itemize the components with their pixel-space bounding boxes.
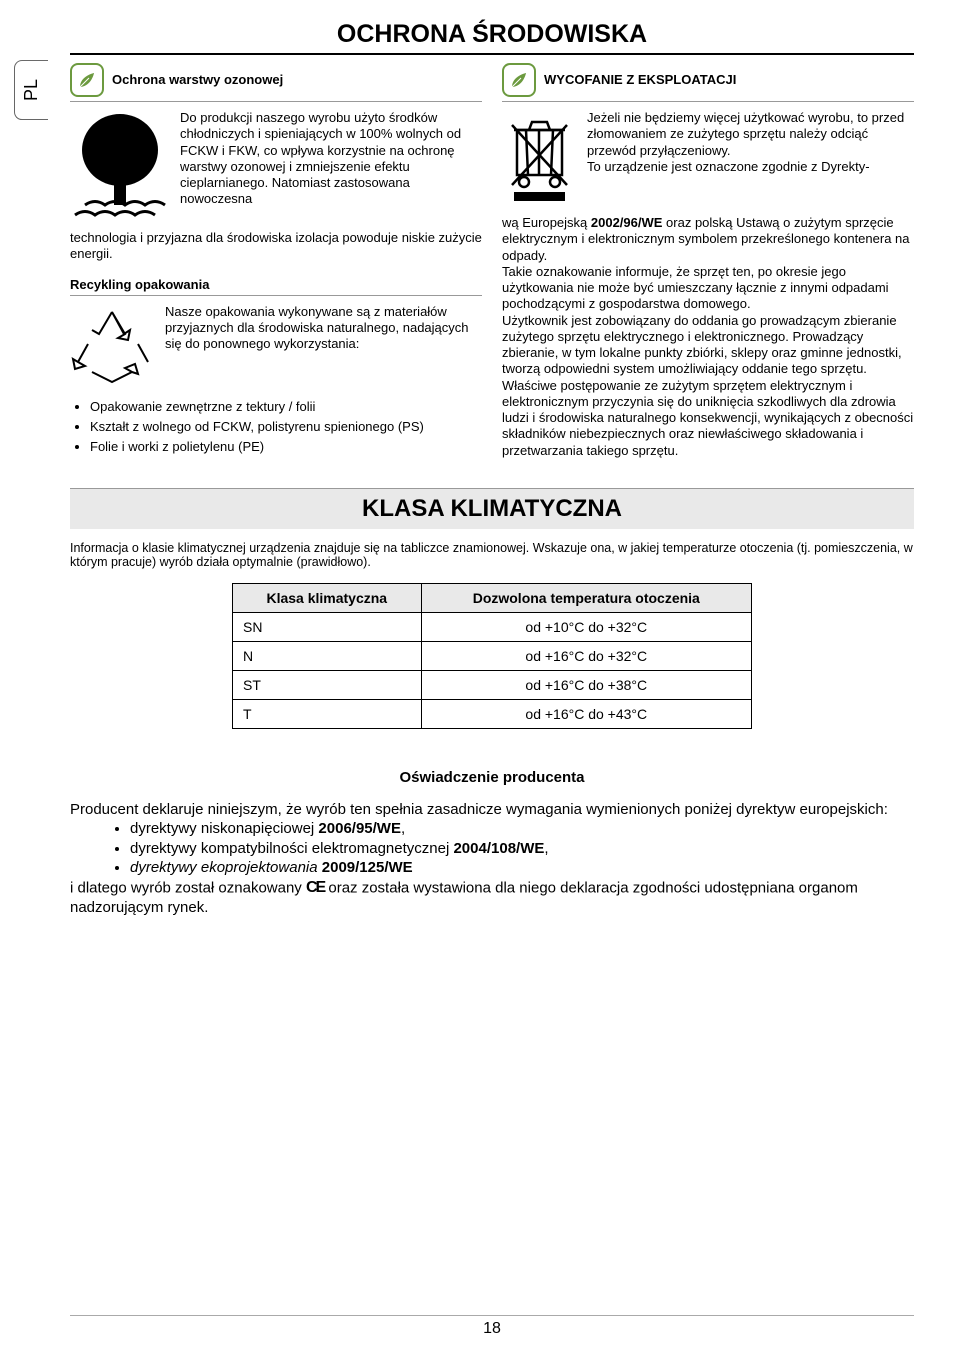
disposal-text-6: Właściwe postępowanie ze zużytym sprzęte… (502, 378, 914, 459)
section-header-ozone: Ochrona warstwy ozonowej (70, 63, 482, 97)
table-cell: T (233, 699, 422, 728)
ozone-content: Do produkcji naszego wyrobu użyto środkó… (70, 110, 482, 220)
table-cell: od +16°C do +43°C (421, 699, 751, 728)
table-cell: SN (233, 612, 422, 641)
bullet-item: dyrektywy ekoprojektowania 2009/125/WE (130, 858, 914, 878)
table-row: Tod +16°C do +43°C (233, 699, 752, 728)
bullet-item: dyrektywy niskonapięciowej 2006/95/WE, (130, 819, 914, 839)
table-cell: od +16°C do +38°C (421, 670, 751, 699)
divider (502, 101, 914, 102)
directive-number: 2002/96/WE (591, 215, 663, 230)
table-row: SNod +10°C do +32°C (233, 612, 752, 641)
section-header-disposal: WYCOFANIE Z EKSPLOATACJI (502, 63, 914, 97)
table-cell: od +16°C do +32°C (421, 641, 751, 670)
packaging-bullets: Opakowanie zewnętrzne z tektury / folii … (90, 399, 482, 456)
declaration-outro: i dlatego wyrób został oznakowany CE ora… (70, 878, 914, 918)
climate-section-title: KLASA KLIMATYCZNA (70, 488, 914, 529)
title-underline (70, 53, 914, 55)
section-title-ozone: Ochrona warstwy ozonowej (112, 72, 283, 88)
declaration-title: Oświadczenie producenta (70, 769, 914, 786)
tree-icon (70, 110, 170, 220)
declaration-bullets: dyrektywy niskonapięciowej 2006/95/WE, d… (130, 819, 914, 878)
bullet-item: Opakowanie zewnętrzne z tektury / folii (90, 399, 482, 415)
climate-intro: Informacja o klasie klimatycznej urządze… (70, 541, 914, 569)
right-column: WYCOFANIE Z EKSPLOATACJI Jeżeli nie będz… (502, 63, 914, 460)
disposal-text-5: Użytkownik jest zobowiązany do oddania g… (502, 313, 914, 378)
climate-table: Klasa klimatyczna Dozwolona temperatura … (232, 583, 752, 729)
table-header-row: Klasa klimatyczna Dozwolona temperatura … (233, 583, 752, 612)
section-title-recycling: Recykling opakowania (70, 277, 482, 293)
left-column: Ochrona warstwy ozonowej Do produkcji na… (70, 63, 482, 460)
leaf-icon (502, 63, 536, 97)
page-number: 18 (70, 1315, 914, 1338)
section-title-disposal: WYCOFANIE Z EKSPLOATACJI (544, 72, 736, 88)
disposal-text-4: Takie oznakowanie informuje, że sprzęt t… (502, 264, 914, 313)
table-header: Dozwolona temperatura otoczenia (421, 583, 751, 612)
divider (70, 295, 482, 296)
disposal-text-1: Jeżeli nie będziemy więcej użytkować wyr… (587, 110, 904, 158)
weee-bin-icon (502, 110, 577, 205)
disposal-text-2: To urządzenie jest oznaczone zgodnie z D… (587, 159, 870, 174)
table-cell: od +10°C do +32°C (421, 612, 751, 641)
divider (70, 101, 482, 102)
bullet-item: Kształt z wolnego od FCKW, polistyrenu s… (90, 419, 482, 435)
page-title: OCHRONA ŚRODOWISKA (70, 20, 914, 49)
ozone-text-1: Do produkcji naszego wyrobu użyto środkó… (180, 110, 482, 220)
bullet-item: Folie i worki z polietylenu (PE) (90, 439, 482, 455)
ozone-text-2: technologia i przyjazna dla środowiska i… (70, 230, 482, 263)
declaration-body: Producent deklaruje niniejszym, że wyrób… (70, 800, 914, 918)
recycling-text: Nasze opakowania wykonywane są z materia… (165, 304, 482, 389)
leaf-icon (70, 63, 104, 97)
disposal-text-3a: wą Europejską (502, 215, 591, 230)
table-cell: N (233, 641, 422, 670)
table-row: Nod +16°C do +32°C (233, 641, 752, 670)
language-tab: PL (14, 60, 48, 120)
recycle-icon (70, 304, 155, 389)
table-row: STod +16°C do +38°C (233, 670, 752, 699)
table-cell: ST (233, 670, 422, 699)
recycling-content: Nasze opakowania wykonywane są z materia… (70, 304, 482, 389)
disposal-content: Jeżeli nie będziemy więcej użytkować wyr… (502, 110, 914, 205)
declaration-intro: Producent deklaruje niniejszym, że wyrób… (70, 800, 914, 820)
two-column-layout: Ochrona warstwy ozonowej Do produkcji na… (70, 63, 914, 460)
ce-mark-icon: CE (306, 878, 324, 899)
bullet-item: dyrektywy kompatybilności elektromagnety… (130, 839, 914, 859)
table-header: Klasa klimatyczna (233, 583, 422, 612)
